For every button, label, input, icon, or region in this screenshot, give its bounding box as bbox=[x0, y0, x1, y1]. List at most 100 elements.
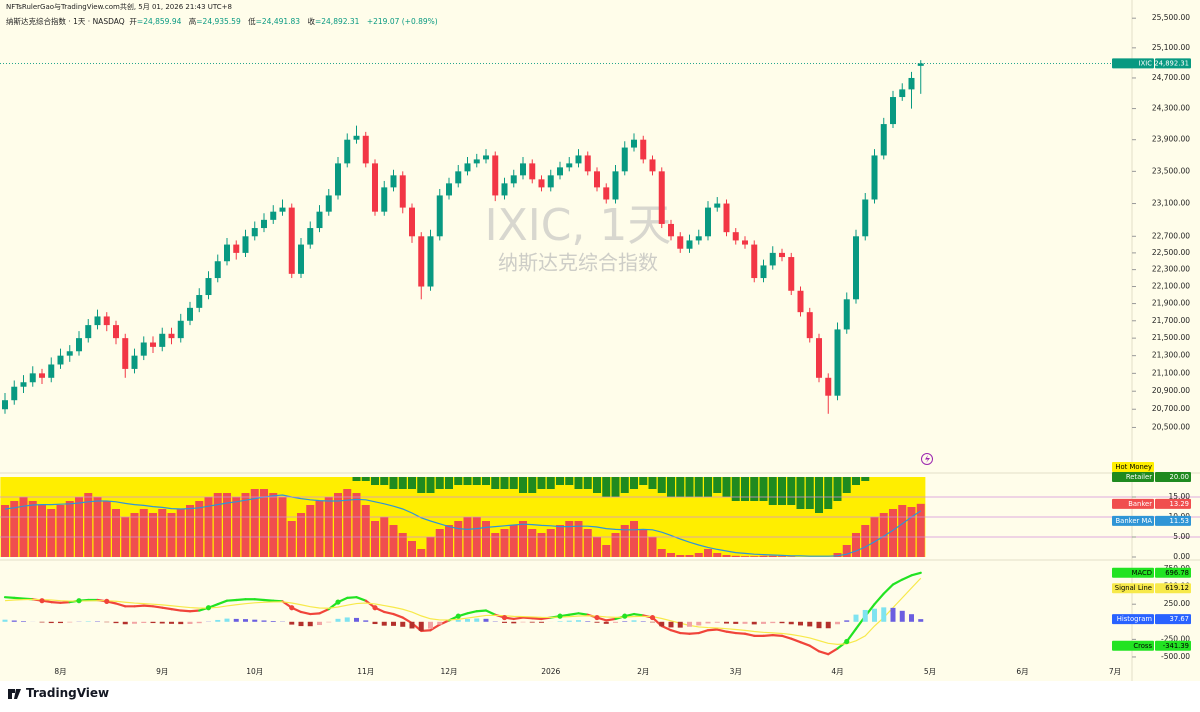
retailer-bar bbox=[408, 477, 416, 489]
tag-name-bg bbox=[1112, 472, 1154, 482]
banker-bar bbox=[324, 497, 333, 557]
histogram-bar bbox=[788, 621, 794, 625]
candle-body bbox=[714, 203, 721, 208]
banker-bar bbox=[112, 509, 120, 557]
tag-value: 24,892.31 bbox=[1154, 59, 1189, 67]
candle-body bbox=[908, 77, 915, 90]
cross-dot bbox=[104, 598, 110, 604]
histogram-bar bbox=[631, 620, 637, 622]
candle-body bbox=[316, 211, 323, 229]
banker-bar bbox=[297, 513, 305, 557]
tag-name-bg bbox=[1112, 58, 1154, 69]
histogram-bar bbox=[48, 621, 54, 624]
y-tick-label: 23,100.00 bbox=[1152, 199, 1190, 208]
candle-body bbox=[279, 207, 286, 212]
histogram-bar bbox=[132, 621, 137, 624]
retailer-bar bbox=[852, 477, 860, 485]
y-tick-label: 250.00 bbox=[1164, 599, 1190, 608]
banker-bar bbox=[223, 493, 231, 557]
y-tick-label: 24,300.00 bbox=[1152, 104, 1190, 113]
banker-bar bbox=[139, 509, 148, 557]
histogram-bar bbox=[474, 618, 480, 622]
tag-value: 37.67 bbox=[1170, 615, 1189, 623]
tag-name: Histogram bbox=[1117, 615, 1153, 623]
candle-body bbox=[39, 373, 45, 378]
y-tick-label: 15.00 bbox=[1169, 492, 1191, 501]
y-tick-label: 20,700.00 bbox=[1152, 404, 1190, 413]
tag-name-bg bbox=[1112, 462, 1154, 472]
banker-bar bbox=[130, 513, 139, 557]
histogram-bar bbox=[687, 621, 692, 627]
banker-bar bbox=[833, 553, 842, 557]
banker-bar bbox=[278, 497, 287, 557]
tag-value-bg bbox=[1155, 640, 1191, 651]
macd-segment bbox=[725, 630, 737, 635]
histogram-bar bbox=[724, 621, 729, 624]
y-tick-label: 22,100.00 bbox=[1152, 282, 1190, 291]
retailer-bar bbox=[741, 477, 749, 501]
tag-value-bg bbox=[1155, 472, 1191, 482]
candle-body bbox=[344, 139, 351, 164]
candle-body bbox=[446, 183, 452, 196]
macd-segment bbox=[133, 604, 145, 608]
tag-value: 20.00 bbox=[1170, 473, 1189, 481]
ohlc-key: 低 bbox=[248, 17, 256, 26]
banker-bar bbox=[260, 489, 268, 557]
banker-bar bbox=[500, 529, 509, 557]
histogram-bar bbox=[881, 607, 887, 622]
macd-segment bbox=[577, 612, 589, 616]
histogram-bar bbox=[668, 621, 674, 628]
retailer-bar bbox=[722, 477, 731, 497]
macd-segment bbox=[59, 600, 71, 604]
retailer-bar bbox=[805, 477, 814, 509]
histogram-bar bbox=[770, 621, 776, 624]
retailer-bar bbox=[417, 477, 426, 493]
candle-body bbox=[492, 155, 499, 196]
y-tick-label: 5.00 bbox=[1173, 532, 1190, 541]
macd-segment bbox=[660, 624, 673, 632]
candle-body bbox=[140, 342, 147, 356]
retailer-bar bbox=[537, 477, 546, 489]
y-tick-label: 21,700.00 bbox=[1152, 316, 1190, 325]
histogram-bar bbox=[529, 621, 535, 623]
histogram-bar bbox=[344, 617, 350, 622]
retailer-bar bbox=[694, 477, 703, 497]
histogram-bar bbox=[215, 619, 221, 622]
histogram-bar bbox=[455, 619, 461, 622]
candle-body bbox=[381, 187, 388, 212]
macd-segment bbox=[346, 596, 358, 599]
candle-body bbox=[510, 175, 517, 184]
retailer-bar bbox=[380, 477, 389, 485]
candle-body bbox=[501, 183, 508, 196]
event-icon[interactable] bbox=[921, 453, 933, 465]
candle-body bbox=[325, 195, 332, 212]
x-tick-label: 3月 bbox=[730, 667, 742, 676]
banker-bar bbox=[546, 529, 555, 557]
histogram-bar bbox=[585, 621, 591, 622]
candle-body bbox=[85, 325, 92, 339]
macd-segment bbox=[13, 596, 25, 600]
tag-value-bg bbox=[1155, 515, 1191, 526]
candle-body bbox=[797, 290, 804, 313]
candle-body bbox=[788, 257, 795, 291]
macd-segment bbox=[142, 604, 155, 608]
tag-value: 619.12 bbox=[1165, 584, 1189, 592]
tradingview-logo[interactable] bbox=[8, 689, 21, 699]
candle-body bbox=[612, 171, 619, 200]
histogram-bar bbox=[622, 621, 628, 622]
candle-body bbox=[150, 342, 156, 347]
retailer-bar bbox=[509, 477, 518, 489]
x-tick-label: 2026 bbox=[541, 667, 560, 676]
tag-name: Banker MA bbox=[1116, 517, 1153, 525]
candle-body bbox=[723, 203, 730, 233]
histogram-bar bbox=[677, 621, 683, 628]
candle-body bbox=[94, 316, 101, 326]
footer-brand[interactable]: TradingView bbox=[26, 686, 110, 700]
macd-segment bbox=[50, 600, 62, 604]
banker-bar bbox=[759, 555, 768, 557]
banker-bar bbox=[315, 501, 324, 557]
histogram-bar bbox=[437, 621, 443, 625]
macd-segment bbox=[188, 609, 201, 613]
x-tick-label: 9月 bbox=[156, 667, 168, 676]
